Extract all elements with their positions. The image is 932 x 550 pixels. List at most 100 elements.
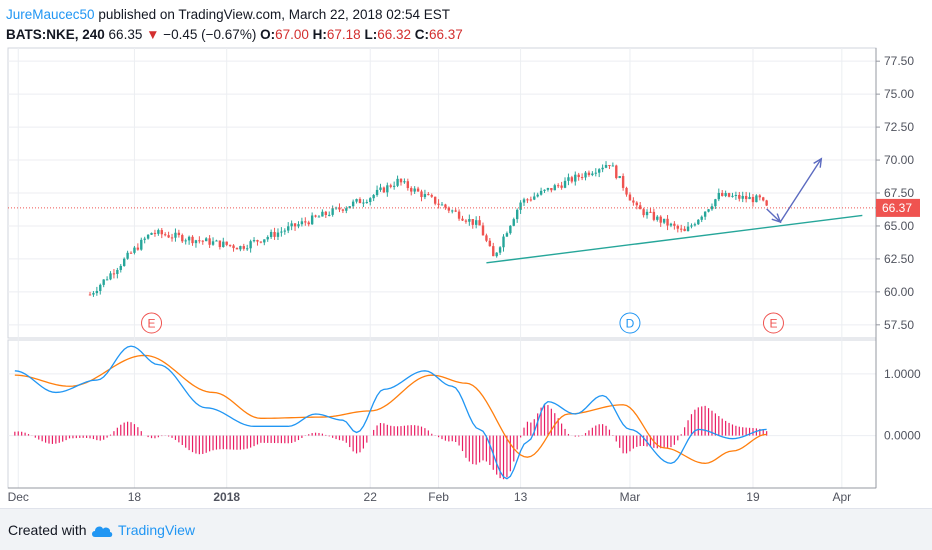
candle-body [358,199,362,204]
tradingview-cloud-icon [92,526,113,537]
candle-body [693,224,697,226]
candle-body [515,209,519,220]
candle-body [485,235,488,241]
candle-body [126,252,129,259]
close-value: 66.37 [429,27,463,42]
event-marker[interactable] [141,312,163,334]
candle-body [317,216,321,218]
low-label: L: [364,27,378,42]
candle-body [290,223,293,227]
candle-body [208,238,211,245]
macd-tick-label: 1.0000 [884,367,921,381]
candle-body [222,241,225,248]
candle-body [560,185,563,188]
candle-body [738,195,741,199]
indicator-lines [14,345,767,480]
candle-body [468,219,471,222]
candle-body [478,220,481,226]
price-tick-label: 67.50 [884,186,914,200]
candle-body [717,192,720,200]
candle-body [99,284,102,291]
candle-body [334,207,338,209]
candle-body [440,204,444,206]
candle-body [474,220,478,225]
candle-body [618,176,621,179]
candle-body [652,211,656,220]
candle-body [683,228,686,232]
candle-body [375,189,379,196]
event-marker[interactable] [619,312,641,334]
candle-body [536,194,539,197]
candle-body [741,195,744,199]
candle-body [669,223,673,226]
candle-body [621,176,625,188]
candle-body [252,240,256,242]
candle-body [659,216,662,223]
candle-body [676,225,679,229]
candle-body [427,194,430,196]
candle-body [608,165,611,167]
candle-body [686,226,690,232]
candle-body [433,196,437,204]
created-with-text: Created with [8,522,87,538]
candle-body [242,246,245,249]
candle-body [280,231,283,233]
chart-canvas[interactable]: E D E 77.50 75.00 72.50 70.00 67.50 65.00 62.50 6… [0,0,932,508]
price-tick-label: 75.00 [884,87,914,101]
candle-body [673,223,676,226]
candle-body [492,246,495,257]
candle-body [92,293,95,295]
candle-body [744,195,748,200]
time-tick-label: Mar [620,490,641,504]
candle-body [567,177,570,181]
candle-body [649,211,652,213]
close-label: C: [414,27,430,42]
candle-body [587,172,591,176]
candle-body [495,252,498,257]
candle-body [666,218,669,226]
candle-body [187,236,191,241]
candle-body [95,290,99,294]
time-tick-label: Feb [428,490,449,504]
candle-body [345,208,348,211]
support-trendline [486,214,863,264]
grid-lines [7,47,877,489]
candle-body [174,232,177,238]
candle-body [184,240,187,242]
candle-body [140,239,143,250]
candle-body [164,234,167,236]
candle-body [700,216,703,220]
candle-body [372,195,375,199]
candle-body [546,188,550,190]
event-marker-label: E [769,317,777,331]
candle-body [201,240,204,242]
projection-arrowhead-up [813,157,823,168]
candle-body [505,233,509,237]
candle-body [529,199,533,201]
price-tick-label: 57.50 [884,318,914,332]
event-marker[interactable] [762,312,784,334]
candle-body [160,230,163,235]
candle-body [205,238,208,242]
price-tick-label: 70.00 [884,153,914,167]
time-tick-label: 13 [514,490,528,504]
tradingview-brand[interactable]: TradingView [118,522,196,538]
candle-body [403,181,406,183]
candle-body [256,240,259,242]
candlestick-series [88,161,768,297]
candle-body [109,273,112,280]
down-arrow-icon: ▼ [146,27,160,42]
candle-body [724,193,727,196]
time-tick-label: Apr [832,490,851,504]
candle-body [324,211,328,215]
candle-body [628,194,632,201]
candle-body [396,178,399,186]
candle-body [707,209,710,212]
candle-body [341,209,345,211]
low-value: 66.32 [377,27,412,42]
candle-body [369,198,372,202]
candle-body [509,225,512,234]
candle-body [191,236,194,244]
candle-body [632,200,635,203]
author-link[interactable]: JureMaucec50 [6,7,95,22]
